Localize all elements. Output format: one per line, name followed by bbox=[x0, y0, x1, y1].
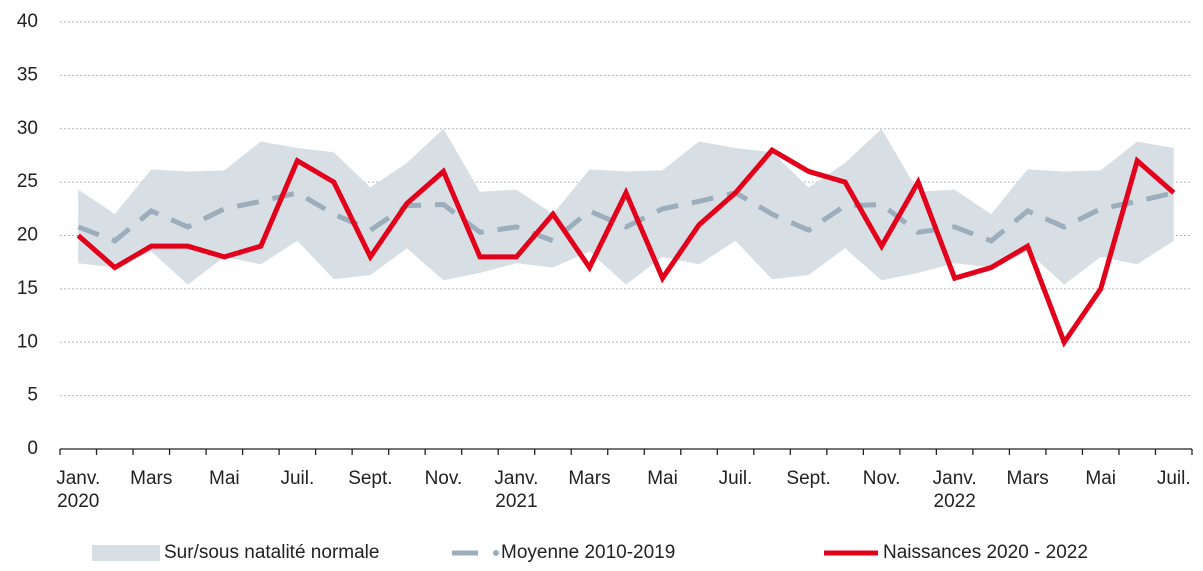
x-tick-label: Mai bbox=[647, 468, 678, 489]
legend-swatch bbox=[92, 545, 160, 561]
y-tick-label: 40 bbox=[17, 11, 38, 32]
x-tick-label: Janv. 2022 bbox=[932, 468, 977, 512]
range-band bbox=[78, 128, 1174, 285]
x-tick-label: Sept. bbox=[348, 468, 393, 489]
x-tick-label: Janv. 2021 bbox=[494, 468, 539, 512]
y-tick-label: 5 bbox=[27, 385, 38, 406]
y-tick-label: 0 bbox=[27, 438, 38, 459]
y-tick-label: 15 bbox=[17, 278, 38, 299]
legend-label: Moyenne 2010-2019 bbox=[501, 542, 675, 563]
legend-label: Sur/sous natalité normale bbox=[164, 542, 379, 563]
y-tick-label: 30 bbox=[17, 118, 38, 139]
x-tick-label: Juil. bbox=[718, 468, 753, 489]
x-tick-label: Sept. bbox=[786, 468, 831, 489]
x-tick-label: Mai bbox=[1085, 468, 1117, 489]
legend-label: Naissances 2020 - 2022 bbox=[883, 542, 1088, 563]
x-tick-label: Nov. bbox=[862, 468, 901, 489]
series-line bbox=[77, 190, 1175, 244]
y-tick-label: 10 bbox=[17, 331, 38, 352]
x-tick-label: Mars bbox=[130, 468, 173, 489]
legend-swatch bbox=[493, 550, 499, 556]
y-tick-label: 25 bbox=[17, 171, 38, 192]
x-tick-label: Mai bbox=[209, 468, 240, 489]
x-tick-label: Juil. bbox=[280, 468, 315, 489]
series-line bbox=[76, 146, 1176, 348]
y-tick-label: 20 bbox=[17, 225, 38, 246]
x-tick-label: Nov. bbox=[424, 468, 463, 489]
x-tick-label: Mars bbox=[1006, 468, 1049, 489]
x-tick-label: Juil. bbox=[1156, 468, 1191, 489]
y-tick-label: 35 bbox=[17, 64, 38, 85]
x-tick-label: Mars bbox=[568, 468, 611, 489]
x-tick-label: Janv. 2020 bbox=[56, 468, 101, 512]
